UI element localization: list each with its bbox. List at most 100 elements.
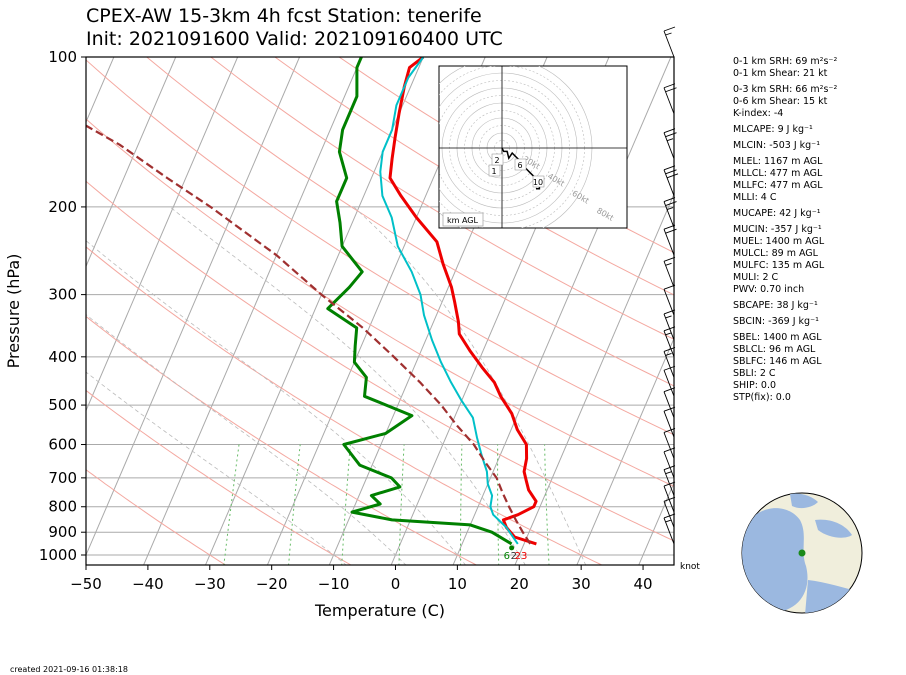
- wind-barb: [663, 326, 676, 357]
- index-line: SBCAPE: 38 J kg⁻¹: [733, 300, 818, 311]
- index-line: MUCAPE: 42 J kg⁻¹: [733, 208, 821, 219]
- index-line: 0-6 km Shear: 15 kt: [733, 96, 828, 107]
- wind-barb: [663, 224, 677, 256]
- moist-adiabat-line: [86, 371, 347, 565]
- mixing-ratio-line: [341, 444, 351, 565]
- index-line: SBEL: 1400 m AGL: [733, 332, 822, 343]
- index-line: 0-1 km SRH: 69 m²s⁻²: [733, 56, 838, 67]
- x-tick-label: −30: [194, 575, 226, 593]
- index-line: 0-1 km Shear: 21 kt: [733, 68, 828, 79]
- index-line: SHIP: 0.0: [733, 380, 777, 391]
- x-axis-ticks: −50 −40 −30 −20 −10 0 10 20 30 40: [70, 565, 653, 593]
- index-line: MLLI: 4 C: [733, 192, 777, 203]
- index-line: SBLCL: 96 m AGL: [733, 344, 816, 355]
- hodograph-unit-box: [442, 212, 484, 227]
- index-line: 0-3 km SRH: 66 m²s⁻²: [733, 84, 838, 95]
- wind-barb: [663, 387, 676, 418]
- globe-ocean: [742, 493, 860, 613]
- hodograph-frame: [438, 65, 628, 229]
- wind-barb: [663, 197, 677, 228]
- surface-pressure-label: 2: [511, 551, 517, 562]
- dewpoint-profile-line: [326, 57, 513, 546]
- hodograph-height-label: 6: [517, 161, 522, 170]
- sounding-profiles: [86, 57, 538, 551]
- mixing-ratio-line: [497, 444, 500, 565]
- y-tick-label: 900: [48, 523, 77, 541]
- wind-barb: [663, 256, 676, 288]
- index-line: K-index: -4: [733, 108, 784, 119]
- isotherm-line: [143, 57, 362, 565]
- hodograph-height-box: [532, 175, 545, 188]
- x-axis-label: Temperature (C): [314, 601, 445, 620]
- isotherm-line: [452, 57, 672, 565]
- moist-adiabat-line: [353, 206, 587, 565]
- isotherm-line: [86, 57, 177, 268]
- surface-dewpoint-marker: [509, 545, 515, 551]
- y-tick-label: 1000: [39, 546, 77, 564]
- hodograph-height-label: 2: [494, 156, 499, 165]
- wind-barb: [663, 26, 676, 58]
- x-tick-label: 40: [634, 575, 653, 593]
- mixing-ratio-line: [223, 444, 240, 565]
- index-line: MLLCL: 477 m AGL: [733, 168, 823, 179]
- dry-adiabat-line: [86, 469, 227, 565]
- moist-adiabat-line: [169, 206, 526, 565]
- index-line: MLCIN: -503 J kg⁻¹: [733, 140, 821, 151]
- x-tick-label: 30: [572, 575, 591, 593]
- arctic-water-shape: [790, 493, 818, 509]
- wind-barb: [663, 428, 676, 459]
- mediterranean-water-shape: [815, 519, 852, 538]
- wind-barb: [663, 347, 676, 378]
- atlantic-ocean-shape: [742, 508, 808, 613]
- wind-barb: [663, 496, 676, 528]
- x-tick-label: −20: [256, 575, 288, 593]
- station-location-dot: [798, 549, 806, 557]
- temperature-profile-line: [388, 57, 538, 546]
- wind-barb: [663, 165, 679, 196]
- hodograph-height-label: 10: [533, 178, 543, 187]
- index-line: MUCIN: -357 J kg⁻¹: [733, 224, 822, 235]
- x-tick-label: 10: [448, 575, 467, 593]
- index-line: SBLI: 2 C: [733, 368, 776, 379]
- mixing-ratio-line: [398, 444, 405, 565]
- hodograph-unit-label: km AGL: [447, 216, 479, 225]
- dry-adiabat-line: [86, 59, 674, 436]
- x-tick-label: −40: [132, 575, 164, 593]
- moist-adiabat-line: [86, 314, 407, 565]
- index-line: MLCAPE: 9 J kg⁻¹: [733, 124, 813, 135]
- dry-adiabat-line: [86, 246, 603, 565]
- wind-barb: [663, 309, 676, 341]
- y-tick-label: 600: [48, 436, 77, 454]
- wind-barb: [663, 513, 676, 545]
- index-line: MLLFC: 477 m AGL: [733, 180, 823, 191]
- y-tick-label: 500: [48, 396, 77, 414]
- dry-adiabat-line: [274, 57, 674, 296]
- wind-unit-label: knot: [680, 562, 700, 572]
- wind-barb: [663, 406, 676, 438]
- isotherm-line: [86, 57, 300, 557]
- mixing-ratio-line: [460, 444, 463, 565]
- parcel-profile-line: [86, 124, 532, 545]
- index-line: MLEL: 1167 m AGL: [733, 156, 823, 167]
- chart-title-line2: Init: 2021091600 Valid: 202109160400 UTC: [86, 28, 503, 50]
- x-tick-label: 20: [510, 575, 529, 593]
- x-tick-label: −10: [318, 575, 350, 593]
- y-tick-label: 100: [48, 48, 77, 66]
- wind-barb: [663, 481, 676, 513]
- index-line: MUEL: 1400 m AGL: [733, 236, 825, 247]
- dry-adiabat-line: [86, 180, 674, 542]
- isotherm-line: [86, 57, 239, 412]
- y-tick-label: 700: [48, 469, 77, 487]
- index-line: MULI: 2 C: [733, 272, 779, 283]
- surface-dewpoint-label: 6: [504, 551, 510, 562]
- stability-indices-panel: 0-1 km SRH: 69 m²s⁻² 0-1 km Shear: 21 kt 0…: [733, 56, 837, 404]
- mixing-ratio-line: [544, 444, 550, 565]
- index-line: PWV: 0.70 inch: [733, 284, 805, 295]
- x-tick-label: 0: [391, 575, 401, 593]
- x-tick-label: −50: [70, 575, 102, 593]
- surface-value-labels: 6 223: [504, 551, 528, 562]
- index-line: SBCIN: -369 J kg⁻¹: [733, 316, 819, 327]
- wind-barb: [663, 447, 676, 479]
